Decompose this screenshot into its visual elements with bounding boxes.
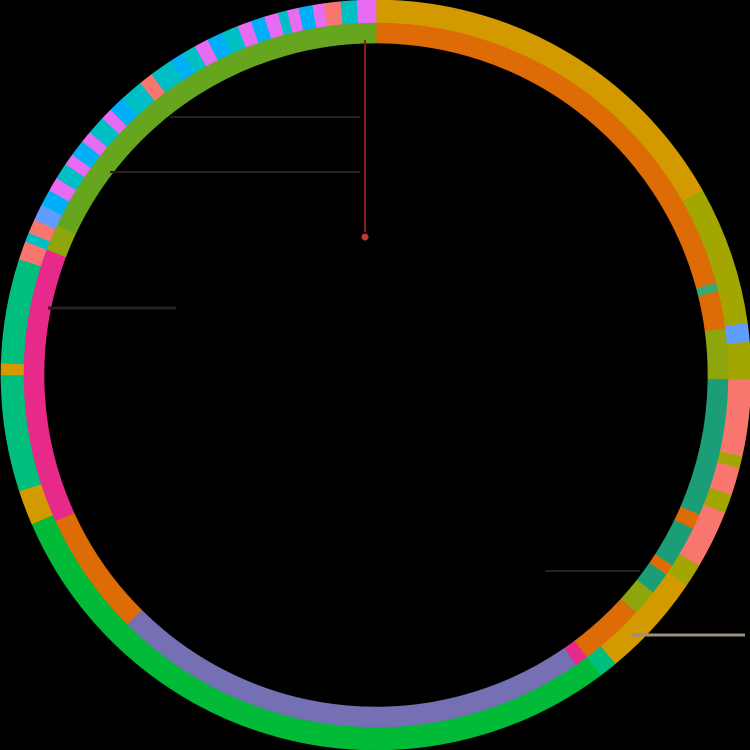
outer-seg-46 [323,1,344,27]
outer-seg-04 [726,341,750,380]
inner-seg-04 [704,328,729,380]
outer-seg-48 [356,0,377,24]
connector-lines [48,40,745,637]
inner-ring [23,22,729,728]
outer-seg-16 [0,362,25,376]
outer-seg-03 [724,322,750,345]
outer-seg-47 [340,0,359,25]
position-marker-dot [361,233,369,241]
inner-seg-18 [57,22,377,235]
